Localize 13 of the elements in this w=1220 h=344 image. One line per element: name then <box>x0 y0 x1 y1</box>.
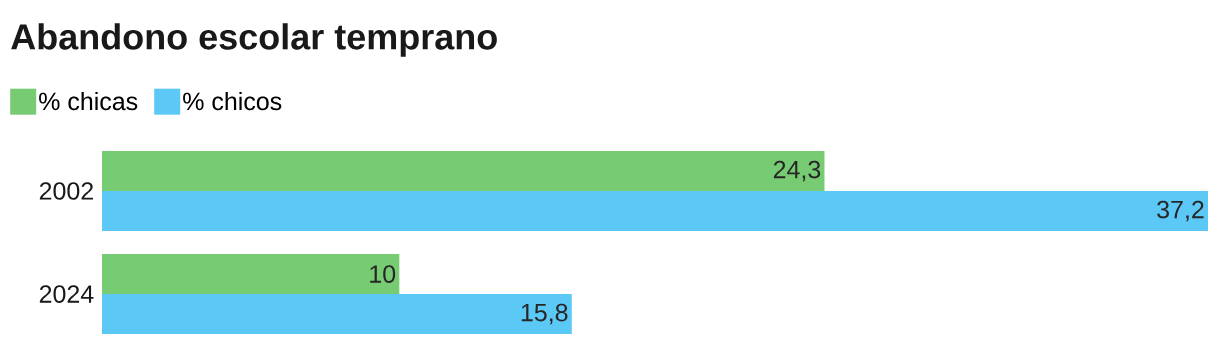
bar <box>102 294 572 335</box>
data-label: 10 <box>370 265 396 283</box>
data-label: 37,2 <box>1157 200 1204 222</box>
bar <box>102 151 825 192</box>
y-tick-label: 2002 <box>39 182 93 200</box>
bar <box>102 191 1209 232</box>
data-label: 15,8 <box>521 303 568 325</box>
legend-label: % chicas <box>39 91 138 111</box>
chart-title: Abandono escolar temprano <box>11 23 497 57</box>
y-tick-label: 2024 <box>39 285 94 303</box>
legend-label: % chicos <box>183 91 282 111</box>
bar <box>102 254 400 295</box>
data-label: 24,3 <box>773 160 821 182</box>
